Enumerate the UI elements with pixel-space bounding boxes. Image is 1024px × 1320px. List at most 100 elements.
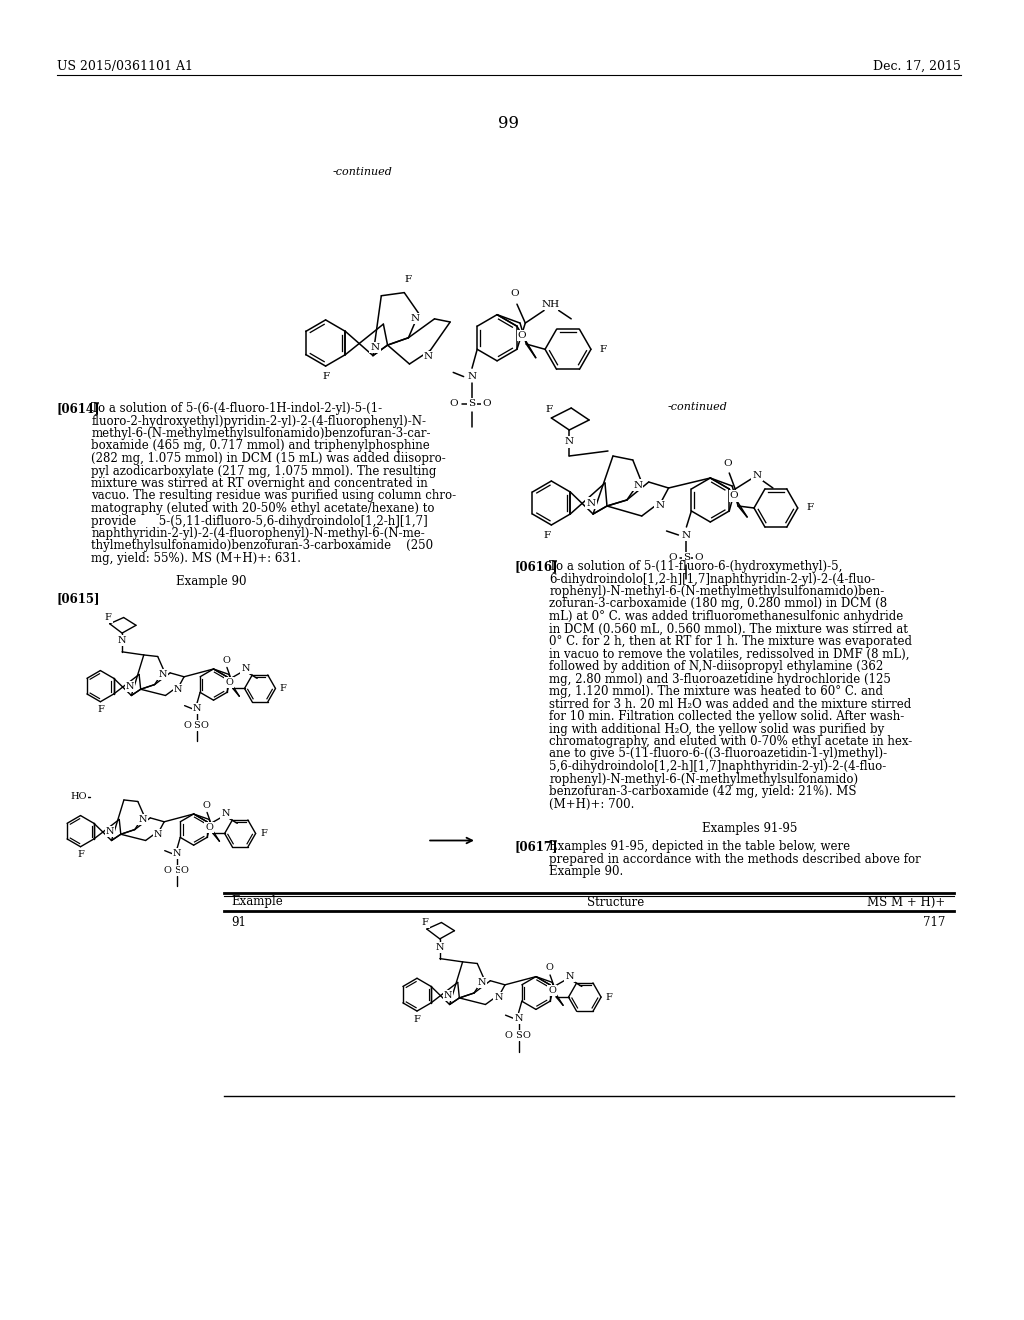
- Text: O: O: [505, 1031, 513, 1040]
- Text: NH: NH: [542, 300, 559, 309]
- Text: N: N: [435, 942, 444, 952]
- Text: F: F: [806, 503, 813, 512]
- Text: O: O: [449, 400, 458, 408]
- Text: O: O: [523, 1031, 530, 1040]
- Text: O: O: [203, 801, 210, 810]
- Text: O: O: [205, 822, 213, 832]
- Text: N: N: [443, 991, 453, 1001]
- Text: F: F: [404, 276, 412, 285]
- Text: Example: Example: [231, 895, 284, 908]
- Text: MS M + H)+: MS M + H)+: [867, 895, 946, 908]
- Text: O: O: [201, 721, 209, 730]
- Text: N: N: [371, 343, 380, 351]
- Text: -continued: -continued: [668, 403, 727, 412]
- Text: N: N: [564, 437, 573, 446]
- Text: S: S: [194, 721, 201, 730]
- Text: [0614]: [0614]: [56, 403, 100, 414]
- Text: US 2015/0361101 A1: US 2015/0361101 A1: [56, 59, 193, 73]
- Text: O: O: [482, 400, 490, 408]
- Text: N: N: [242, 664, 250, 673]
- Text: -continued: -continued: [333, 168, 392, 177]
- Text: N: N: [173, 849, 181, 858]
- Text: O: O: [694, 553, 702, 562]
- Text: 91: 91: [231, 916, 247, 928]
- Text: mixture was stirred at RT overnight and concentrated in: mixture was stirred at RT overnight and …: [91, 477, 428, 490]
- Text: N: N: [753, 470, 762, 479]
- Text: (M+H)+: 700.: (M+H)+: 700.: [549, 797, 635, 810]
- Text: F: F: [606, 993, 612, 1002]
- Text: pyl azodicarboxylate (217 mg, 1.075 mmol). The resulting: pyl azodicarboxylate (217 mg, 1.075 mmol…: [91, 465, 437, 478]
- Text: N: N: [467, 372, 476, 381]
- Text: N: N: [158, 671, 167, 678]
- Text: S: S: [174, 866, 180, 875]
- Text: Examples 91-95: Examples 91-95: [702, 822, 798, 836]
- Text: chromatography, and eluted with 0-70% ethyl acetate in hex-: chromatography, and eluted with 0-70% et…: [549, 735, 912, 748]
- Text: boxamide (465 mg, 0.717 mmol) and triphenylphosphine: boxamide (465 mg, 0.717 mmol) and triphe…: [91, 440, 430, 453]
- Text: 6-dihydroindolo[1,2-h][1,7]naphthyridin-2-yl)-2-(4-fluo-: 6-dihydroindolo[1,2-h][1,7]naphthyridin-…: [549, 573, 876, 586]
- Text: O: O: [518, 331, 526, 341]
- Text: N: N: [118, 636, 126, 645]
- Text: F: F: [322, 372, 329, 381]
- Text: N: N: [126, 682, 134, 692]
- Text: O: O: [511, 289, 519, 298]
- Text: naphthyridin-2-yl)-2-(4-fluorophenyl)-N-methyl-6-(N-me-: naphthyridin-2-yl)-2-(4-fluorophenyl)-N-…: [91, 527, 425, 540]
- Text: Structure: Structure: [588, 895, 644, 908]
- Text: rophenyl)-N-methyl-6-(N-methylmethylsulfonamido)ben-: rophenyl)-N-methyl-6-(N-methylmethylsulf…: [549, 585, 885, 598]
- Text: in vacuo to remove the volatiles, redissolved in DMF (8 mL),: in vacuo to remove the volatiles, rediss…: [549, 648, 910, 660]
- Text: for 10 min. Filtration collected the yellow solid. After wash-: for 10 min. Filtration collected the yel…: [549, 710, 904, 723]
- Text: S: S: [515, 1031, 522, 1040]
- Text: [0617]: [0617]: [515, 840, 558, 853]
- Text: N: N: [221, 809, 230, 818]
- Text: ane to give 5-(11-fluoro-6-((3-fluoroazetidin-1-yl)methyl)-: ane to give 5-(11-fluoro-6-((3-fluoroaze…: [549, 747, 888, 760]
- Text: F: F: [260, 829, 267, 838]
- Text: O: O: [183, 721, 191, 730]
- Text: F: F: [544, 532, 551, 540]
- Text: To a solution of 5-(11-fluoro-6-(hydroxymethyl)-5,: To a solution of 5-(11-fluoro-6-(hydroxy…: [549, 560, 843, 573]
- Text: N: N: [174, 685, 182, 694]
- Text: Example 90: Example 90: [176, 574, 247, 587]
- Text: prepared in accordance with the methods described above for: prepared in accordance with the methods …: [549, 853, 922, 866]
- Text: mL) at 0° C. was added trifluoromethanesulfonic anhydride: mL) at 0° C. was added trifluoromethanes…: [549, 610, 903, 623]
- Text: Dec. 17, 2015: Dec. 17, 2015: [872, 59, 961, 73]
- Text: N: N: [565, 972, 573, 981]
- Text: mg, yield: 55%). MS (M+H)+: 631.: mg, yield: 55%). MS (M+H)+: 631.: [91, 552, 301, 565]
- Text: O: O: [546, 964, 553, 972]
- Text: provide      5-(5,11-difluoro-5,6-dihydroindolo[1,2-h][1,7]: provide 5-(5,11-difluoro-5,6-dihydroindo…: [91, 515, 428, 528]
- Text: S: S: [468, 400, 475, 408]
- Text: thylmethylsulfonamido)benzofuran-3-carboxamide    (250: thylmethylsulfonamido)benzofuran-3-carbo…: [91, 540, 433, 553]
- Text: methyl-6-(N-methylmethylsulfonamido)benzofuran-3-car-: methyl-6-(N-methylmethylsulfonamido)benz…: [91, 426, 431, 440]
- Text: N: N: [411, 314, 419, 323]
- Text: zofuran-3-carboxamide (180 mg, 0.280 mmol) in DCM (8: zofuran-3-carboxamide (180 mg, 0.280 mmo…: [549, 598, 888, 610]
- Text: O: O: [730, 491, 738, 500]
- Text: S: S: [683, 553, 690, 562]
- Text: HO: HO: [71, 792, 87, 801]
- Text: To a solution of 5-(6-(4-fluoro-1H-indol-2-yl)-5-(1-: To a solution of 5-(6-(4-fluoro-1H-indol…: [91, 403, 383, 414]
- Text: benzofuran-3-carboxamide (42 mg, yield: 21%). MS: benzofuran-3-carboxamide (42 mg, yield: …: [549, 785, 857, 799]
- Text: mg, 2.80 mmol) and 3-fluoroazetidine hydrochloride (125: mg, 2.80 mmol) and 3-fluoroazetidine hyd…: [549, 672, 891, 685]
- Text: ing with additional H₂O, the yellow solid was purified by: ing with additional H₂O, the yellow soli…: [549, 722, 885, 735]
- Text: N: N: [514, 1014, 523, 1023]
- Text: matography (eluted with 20-50% ethyl acetate/hexane) to: matography (eluted with 20-50% ethyl ace…: [91, 502, 435, 515]
- Text: 0° C. for 2 h, then at RT for 1 h. The mixture was evaporated: 0° C. for 2 h, then at RT for 1 h. The m…: [549, 635, 912, 648]
- Text: N: N: [655, 502, 665, 511]
- Text: 5,6-dihydroindolo[1,2-h][1,7]naphthyridin-2-yl)-2-(4-fluo-: 5,6-dihydroindolo[1,2-h][1,7]naphthyridi…: [549, 760, 887, 774]
- Text: O: O: [181, 866, 188, 875]
- Text: N: N: [495, 994, 503, 1002]
- Text: [0616]: [0616]: [515, 560, 558, 573]
- Text: in DCM (0.560 mL, 0.560 mmol). The mixture was stirred at: in DCM (0.560 mL, 0.560 mmol). The mixtu…: [549, 623, 908, 635]
- Text: N: N: [424, 352, 433, 362]
- Text: N: N: [633, 480, 642, 490]
- Text: F: F: [422, 917, 429, 927]
- Text: F: F: [546, 404, 553, 413]
- Text: N: N: [587, 499, 596, 507]
- Text: F: F: [97, 705, 103, 714]
- Text: [0615]: [0615]: [56, 593, 100, 606]
- Text: F: F: [77, 850, 84, 859]
- Text: N: N: [105, 828, 115, 837]
- Text: O: O: [225, 677, 232, 686]
- Text: O: O: [164, 866, 172, 875]
- Text: rophenyl)-N-methyl-6-(N-methylmethylsulfonamido): rophenyl)-N-methyl-6-(N-methylmethylsulf…: [549, 772, 858, 785]
- Text: 99: 99: [498, 115, 519, 132]
- Text: (282 mg, 1.075 mmol) in DCM (15 mL) was added diisopro-: (282 mg, 1.075 mmol) in DCM (15 mL) was …: [91, 451, 446, 465]
- Text: F: F: [414, 1015, 421, 1024]
